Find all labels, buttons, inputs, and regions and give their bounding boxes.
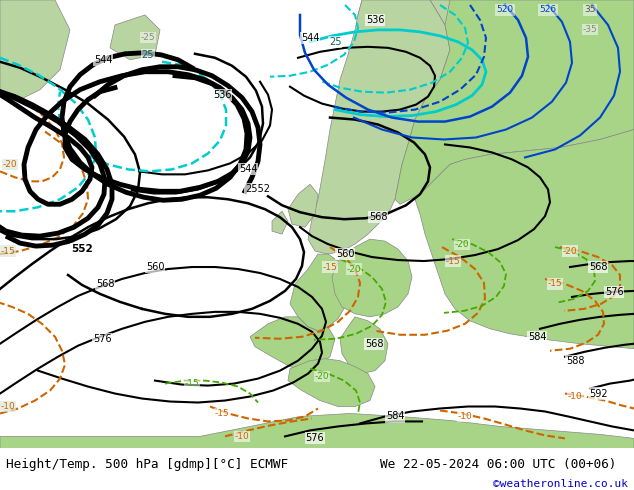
Text: Height/Temp. 500 hPa [gdmp][°C] ECMWF: Height/Temp. 500 hPa [gdmp][°C] ECMWF	[6, 458, 288, 471]
Polygon shape	[250, 317, 335, 370]
Text: -10: -10	[235, 432, 249, 441]
Polygon shape	[308, 0, 450, 254]
Polygon shape	[110, 15, 160, 60]
Text: 584: 584	[527, 332, 547, 342]
Polygon shape	[340, 317, 388, 374]
Text: 25: 25	[329, 37, 341, 47]
Text: -10: -10	[567, 392, 583, 401]
Text: 576: 576	[306, 433, 325, 443]
Polygon shape	[332, 239, 412, 317]
Polygon shape	[0, 414, 634, 448]
Text: 568: 568	[369, 212, 387, 222]
Text: -15: -15	[184, 379, 199, 388]
Text: 584: 584	[385, 412, 404, 421]
Text: 576: 576	[605, 287, 623, 297]
Text: 544: 544	[301, 33, 320, 43]
Text: -15: -15	[1, 246, 15, 256]
Text: 576: 576	[93, 334, 112, 344]
Text: 552: 552	[71, 244, 93, 254]
Text: ©weatheronline.co.uk: ©weatheronline.co.uk	[493, 479, 628, 489]
Text: -20: -20	[314, 372, 329, 381]
Text: 592: 592	[589, 389, 607, 398]
Polygon shape	[395, 0, 634, 204]
Text: -20: -20	[3, 160, 17, 169]
Text: -20: -20	[563, 246, 578, 256]
Text: 560: 560	[146, 262, 164, 272]
Text: -35: -35	[583, 25, 597, 34]
Text: 568: 568	[365, 339, 383, 349]
Text: 35: 35	[585, 5, 596, 15]
Text: 568: 568	[589, 262, 607, 272]
Text: We 22-05-2024 06:00 UTC (00+06): We 22-05-2024 06:00 UTC (00+06)	[380, 458, 617, 471]
Text: -25: -25	[141, 33, 155, 42]
Text: -15: -15	[548, 279, 562, 289]
Text: 544: 544	[239, 164, 257, 174]
Polygon shape	[288, 184, 318, 227]
Text: -15: -15	[323, 263, 337, 271]
Text: 544: 544	[94, 55, 112, 65]
Text: 520: 520	[496, 5, 514, 15]
Text: 25: 25	[142, 50, 154, 60]
Text: -15: -15	[215, 409, 230, 418]
Text: 536: 536	[213, 90, 231, 99]
Polygon shape	[288, 359, 375, 407]
Polygon shape	[415, 129, 634, 349]
Polygon shape	[290, 254, 348, 331]
Polygon shape	[0, 0, 70, 99]
Text: -10: -10	[458, 412, 472, 421]
Polygon shape	[428, 0, 460, 35]
Text: -15: -15	[446, 257, 460, 266]
Text: 568: 568	[96, 279, 114, 289]
Text: -10: -10	[1, 402, 15, 411]
Text: 536: 536	[366, 15, 384, 25]
Text: -20: -20	[347, 265, 361, 273]
Text: 588: 588	[566, 356, 585, 366]
Text: 526: 526	[540, 5, 557, 15]
Text: 2552: 2552	[245, 184, 271, 195]
Polygon shape	[358, 0, 450, 174]
Polygon shape	[272, 211, 288, 234]
Text: -20: -20	[455, 240, 469, 248]
Text: 560: 560	[336, 249, 354, 259]
